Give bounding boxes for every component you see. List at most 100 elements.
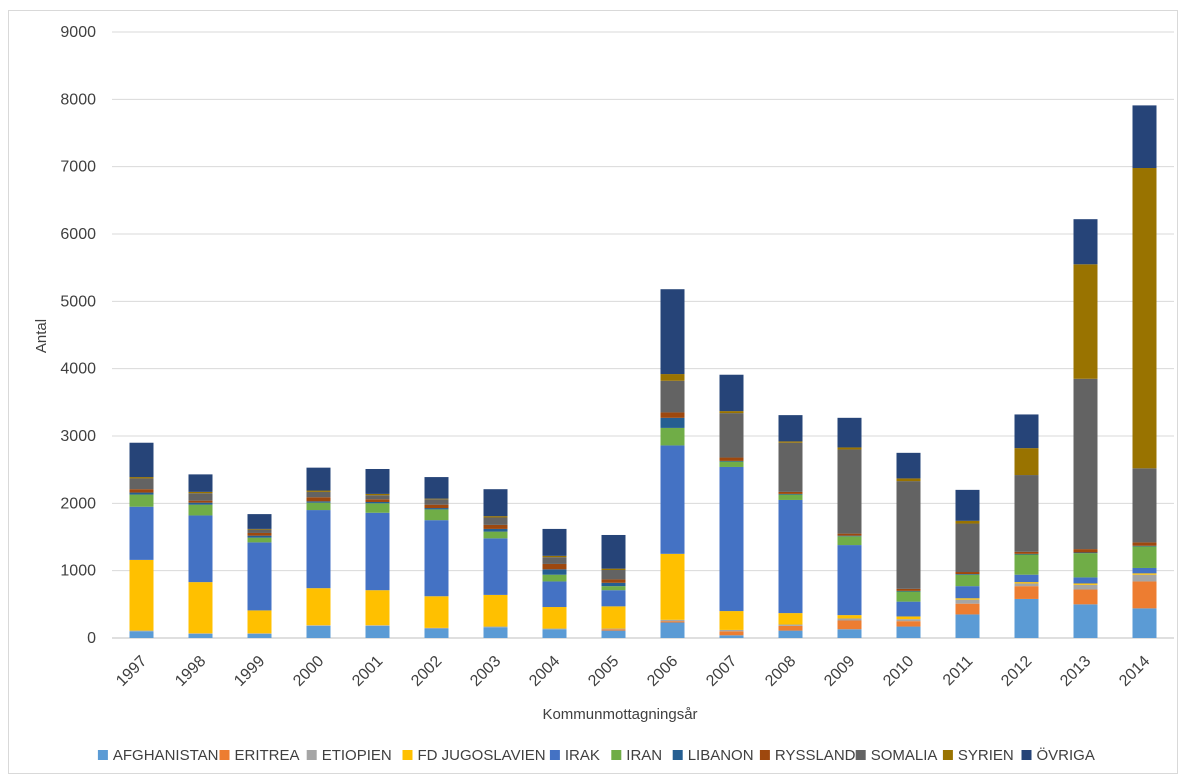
bar-segment-2006-libanon (660, 417, 685, 428)
bar-segment-2010-somalia (896, 481, 921, 589)
legend-label: ÖVRIGA (1037, 746, 1095, 764)
y-tick-label: 5000 (60, 293, 96, 310)
bars (129, 105, 1157, 638)
bar-segment-2006-övriga (660, 289, 685, 375)
y-tick-label: 7000 (60, 159, 96, 176)
bar-segment-1997-ryssland (129, 489, 154, 493)
bar-segment-2001-iran (365, 503, 390, 513)
bar-segment-2003-övriga (483, 489, 508, 517)
bar-segment-2008-afghanistan (778, 630, 803, 638)
bar-segment-2011-övriga (955, 489, 980, 521)
bar-segment-2004-irak (542, 581, 567, 608)
y-tick-label: 3000 (60, 428, 96, 445)
legend-swatch (759, 750, 770, 760)
legend-label: SYRIEN (958, 747, 1014, 764)
x-tick-label: 2012 (998, 653, 1035, 690)
bar-segment-2011-fd-jugoslavien (955, 598, 980, 600)
gridlines (112, 31, 1174, 639)
bar-segment-2009-etiopien (837, 618, 862, 621)
bar-segment-2000-iran (306, 502, 331, 511)
bar-segment-2013-somalia (1073, 378, 1098, 550)
bar-segment-2002-fd-jugoslavien (424, 596, 449, 628)
bar-segment-1997-irak (129, 506, 154, 560)
bar-segment-1998-fd-jugoslavien (188, 582, 213, 634)
bar-segment-2010-ryssland (896, 588, 921, 591)
bar-segment-2000-somalia (306, 491, 331, 498)
bar-segment-2013-övriga (1073, 219, 1098, 265)
bar-segment-2014-fd-jugoslavien (1132, 573, 1157, 575)
legend-swatch (549, 750, 560, 760)
bar-segment-2006-eritrea (660, 621, 685, 623)
y-tick-label: 4000 (60, 361, 96, 378)
x-tick-label: 2007 (703, 653, 740, 690)
bar-segment-2005-ryssland (601, 579, 626, 583)
bar-segment-2007-libanon (719, 460, 744, 462)
bar-segment-2002-etiopien (424, 627, 449, 629)
bar-segment-2005-afghanistan (601, 630, 626, 638)
legend-swatch (97, 750, 108, 760)
bar-segment-2007-eritrea (719, 631, 744, 636)
x-tick-label: 2014 (1116, 653, 1153, 690)
bar-segment-1997-fd-jugoslavien (129, 559, 154, 631)
bar-segment-2008-syrien (778, 441, 803, 443)
bar-segment-2007-somalia (719, 413, 744, 458)
bar-segment-2009-syrien (837, 447, 862, 450)
bar-segment-2011-somalia (955, 523, 980, 573)
bar-segment-2000-övriga (306, 467, 331, 491)
bar-segment-2007-syrien (719, 411, 744, 414)
bar-segment-2012-etiopien (1014, 583, 1039, 587)
bar-segment-2005-syrien (601, 568, 626, 570)
bar-segment-2003-iran (483, 531, 508, 539)
bar-segment-2014-syrien (1132, 168, 1157, 469)
bar-segment-2012-somalia (1014, 475, 1039, 552)
legend-label: SOMALIA (871, 747, 938, 764)
bar-segment-2007-afghanistan (719, 635, 744, 638)
y-tick-label: 0 (87, 630, 96, 647)
bar-segment-2005-somalia (601, 569, 626, 580)
legend-item-fd-jugoslavien: FD JUGOSLAVIEN (402, 747, 546, 764)
bar-segment-2014-övriga (1132, 105, 1157, 169)
bar-segment-2005-iran (601, 586, 626, 591)
bar-segment-1999-etiopien (247, 633, 272, 634)
x-tick-label: 2009 (821, 653, 858, 690)
bar-segment-1998-irak (188, 515, 213, 583)
bar-segment-2004-somalia (542, 557, 567, 564)
bar-segment-1999-fd-jugoslavien (247, 610, 272, 634)
bar-segment-2003-ryssland (483, 524, 508, 529)
bar-segment-2006-etiopien (660, 619, 685, 622)
legend-item-eritrea: ERITREA (219, 747, 300, 764)
bar-segment-2003-irak (483, 538, 508, 595)
bar-segment-1998-libanon (188, 502, 213, 505)
bar-segment-2007-iran (719, 461, 744, 467)
bar-segment-2006-afghanistan (660, 622, 685, 638)
bar-segment-2002-övriga (424, 477, 449, 499)
legend-item-irak: IRAK (549, 747, 600, 764)
bar-segment-2013-irak (1073, 577, 1098, 584)
bar-segment-2008-iran (778, 494, 803, 500)
y-axis-ticks: 0 1000 2000 3000 4000 5000 6000 7000 8000 9000 (60, 24, 96, 647)
bar-segment-2004-afghanistan (542, 629, 567, 638)
bar-segment-2005-eritrea (601, 629, 626, 631)
legend-label: RYSSLAND (775, 747, 856, 764)
bar-segment-2005-libanon (601, 582, 626, 587)
bar-segment-1999-somalia (247, 529, 272, 533)
bar-segment-2006-irak (660, 445, 685, 554)
bar-segment-2007-fd-jugoslavien (719, 611, 744, 630)
bar-segment-2004-ryssland (542, 563, 567, 570)
bar-segment-1998-etiopien (188, 633, 213, 634)
x-tick-label: 2005 (585, 653, 622, 690)
bar-segment-2006-iran (660, 427, 685, 446)
bar-segment-2001-somalia (365, 495, 390, 500)
bar-segment-2002-somalia (424, 499, 449, 505)
bar-segment-2006-syrien (660, 374, 685, 381)
chart-frame (8, 10, 1178, 774)
bar-segment-2006-ryssland (660, 412, 685, 418)
y-tick-label: 6000 (60, 226, 96, 243)
bar-segment-2008-eritrea (778, 625, 803, 631)
bar-segment-2001-ryssland (365, 499, 390, 502)
legend-item-etiopien: ETIOPIEN (306, 747, 392, 764)
bar-segment-2011-eritrea (955, 603, 980, 615)
bar-segment-2004-iran (542, 574, 567, 582)
bar-segment-2012-ryssland (1014, 551, 1039, 554)
